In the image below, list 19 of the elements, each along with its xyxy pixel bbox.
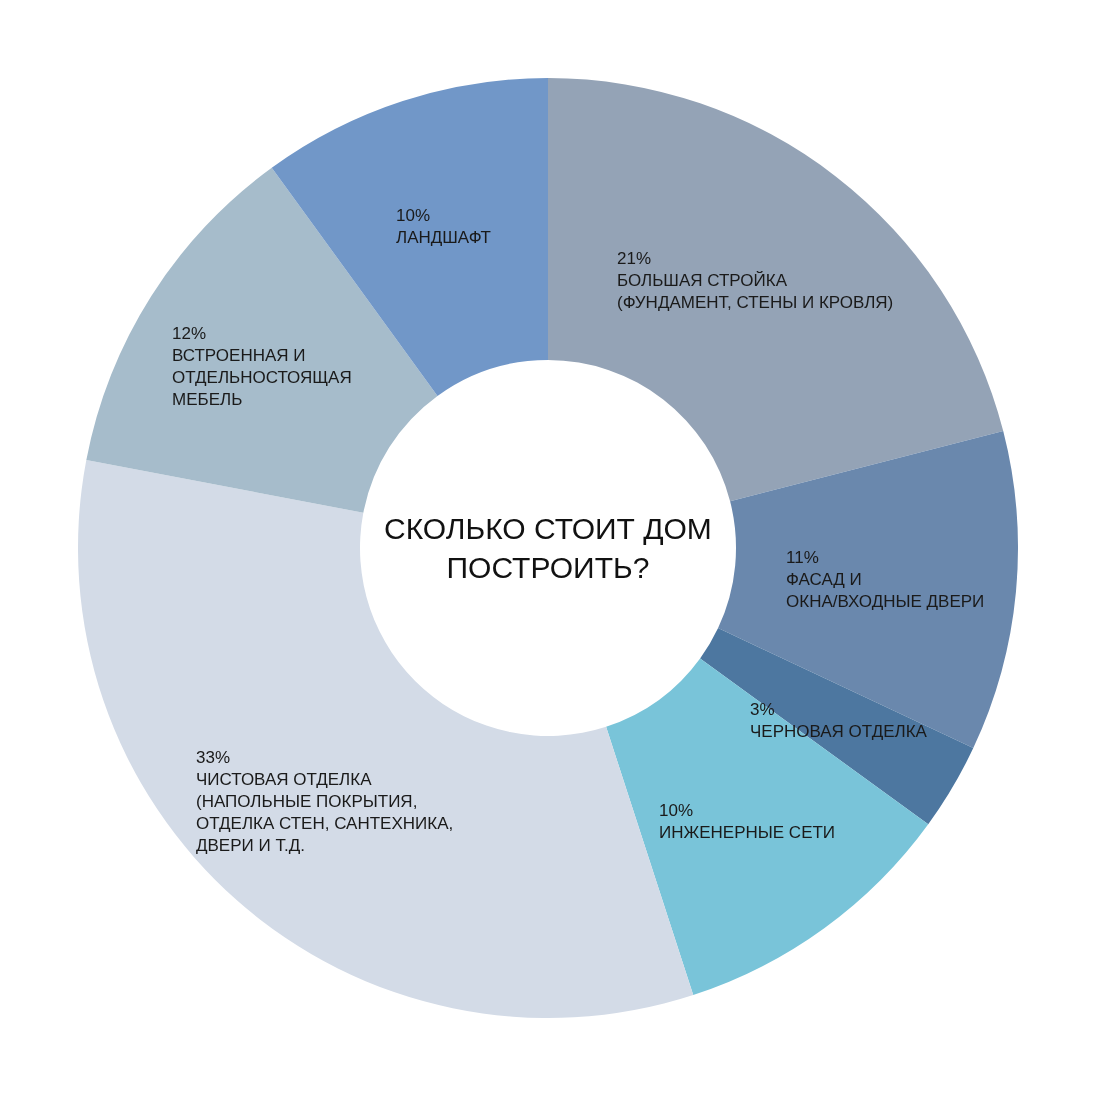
text: СКОЛЬКО СТОИТ ДОМ ПОСТРОИТЬ? (384, 512, 712, 584)
slice-label: ИНЖЕНЕРНЫЕ СЕТИ (659, 823, 836, 843)
donut-slice (700, 628, 974, 825)
data-label: 3% (750, 700, 775, 719)
data-label: 10% (659, 801, 694, 820)
data-label: 10% (396, 206, 431, 225)
slice-label: ЧЕРНОВАЯ ОТДЕЛКА (750, 722, 928, 742)
slice-label: БОЛЬШАЯ СТРОЙКА (ФУНДАМЕНТ, СТЕНЫ И КРОВЛЯ) (617, 271, 894, 313)
donut-slice (718, 431, 1018, 749)
donut-slice (548, 78, 1004, 502)
slice-label: ВСТРОЕННАЯ И ОТДЕЛЬНОСТОЯЩАЯ МЕБЕЛЬ (172, 346, 352, 410)
data-label: 12% (172, 324, 207, 343)
data-label: 11% (786, 548, 819, 567)
data-label: 21% (617, 249, 652, 268)
slice-label: ФАСАД И ОКНА/ВХОДНЫЕ ДВЕРИ (786, 570, 985, 612)
slice-label: ЧИСТОВАЯ ОТДЕЛКА (НАПОЛЬНЫЕ ПОКРЫТИЯ, ОТДЕЛКА СТЕН, САНТЕХНИКА, ДВЕРИ И Т.Д. (196, 770, 454, 856)
donut-slice (606, 658, 929, 995)
slice-label: ЛАНДШАФТ (396, 228, 491, 248)
data-label: 33% (196, 748, 231, 767)
